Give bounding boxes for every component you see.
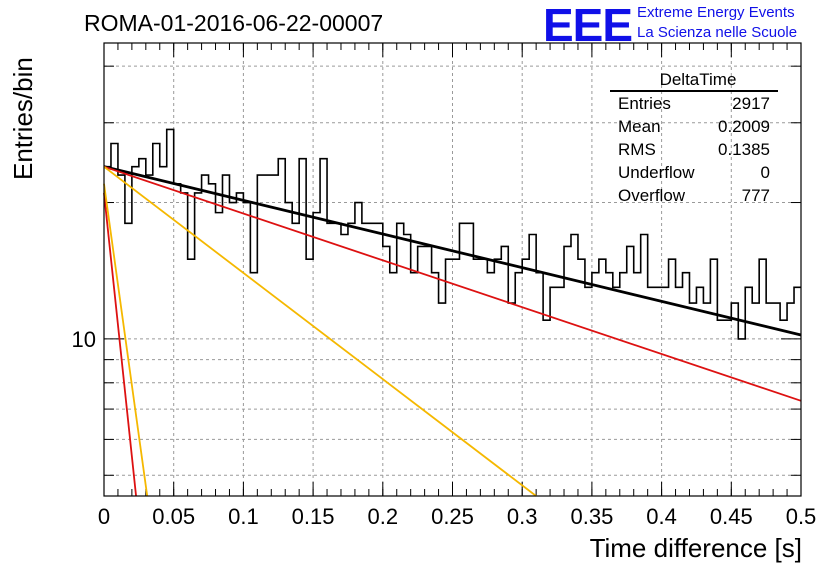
histogram-outline bbox=[104, 128, 801, 340]
fit-component-line bbox=[103, 165, 802, 402]
histogram-bars bbox=[104, 128, 801, 340]
fit-total-line bbox=[103, 165, 802, 337]
y-axis-label: Entries/bin bbox=[8, 57, 38, 180]
fit-component-line bbox=[103, 165, 537, 497]
tick-labels: 0 0.05 0.1 0.15 0.2 0.25 0.3 0.35 0.4 0.45 0.5 10 bbox=[72, 327, 817, 529]
stats-box: DeltaTime Entries 2917 Mean 0.2009 RMS 0… bbox=[608, 70, 778, 209]
stats-value: 2917 bbox=[732, 94, 770, 113]
stats-row: Overflow 777 bbox=[608, 186, 778, 209]
x-tick-label: 0.25 bbox=[431, 504, 474, 529]
stats-row: Mean 0.2009 bbox=[608, 117, 778, 140]
x-tick-label: 0.45 bbox=[710, 504, 753, 529]
x-tick-label: 0.4 bbox=[646, 504, 677, 529]
x-tick-label: 0.5 bbox=[786, 504, 817, 529]
x-tick-label: 0.15 bbox=[292, 504, 335, 529]
stats-value: 777 bbox=[741, 186, 770, 205]
x-tick-label: 0.2 bbox=[368, 504, 399, 529]
x-tick-label: 0 bbox=[98, 504, 110, 529]
stats-row: Underflow 0 bbox=[608, 163, 778, 186]
axis-ticks bbox=[103, 43, 802, 496]
stats-label: RMS bbox=[618, 140, 656, 159]
fit-component-line bbox=[103, 183, 149, 497]
stats-rule bbox=[610, 90, 778, 92]
x-tick-label: 0.35 bbox=[570, 504, 613, 529]
stats-value: 0 bbox=[760, 163, 770, 182]
grid bbox=[104, 43, 801, 496]
logo-line-2: La Scienza nelle Scuole bbox=[637, 24, 798, 41]
fit-component-line bbox=[103, 192, 137, 497]
logo-line-1: Extreme Energy Events bbox=[637, 4, 795, 21]
stats-value: 0.1385 bbox=[718, 140, 770, 159]
plot-frame bbox=[103, 42, 802, 497]
y-tick-label: 10 bbox=[72, 327, 96, 352]
eee-logo: EEE bbox=[543, 0, 633, 51]
x-tick-label: 0.05 bbox=[152, 504, 195, 529]
stats-label: Mean bbox=[618, 117, 661, 136]
stats-row: RMS 0.1385 bbox=[608, 140, 778, 163]
stats-label: Underflow bbox=[618, 163, 695, 182]
stats-label: Overflow bbox=[618, 186, 686, 205]
x-tick-label: 0.1 bbox=[228, 504, 259, 529]
x-axis-label: Time difference [s] bbox=[589, 533, 802, 563]
stats-value: 0.2009 bbox=[718, 117, 770, 136]
chart-title: ROMA-01-2016-06-22-00007 bbox=[84, 10, 384, 36]
x-tick-label: 0.3 bbox=[507, 504, 538, 529]
stats-label: Entries bbox=[618, 94, 671, 113]
stats-title: DeltaTime bbox=[659, 70, 737, 89]
stats-row: Entries 2917 bbox=[608, 94, 778, 117]
fit-curves bbox=[103, 165, 802, 497]
